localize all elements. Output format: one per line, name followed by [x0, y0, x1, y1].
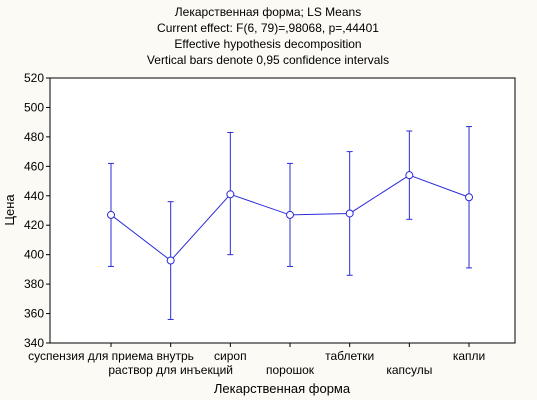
chart-title-line-2: Current effect: F(6, 79)=,98068, p=,4440… — [157, 21, 379, 35]
x-tick-label: таблетки — [325, 349, 374, 363]
y-axis: 340 360 380 400 420 440 460 480 500 520 — [24, 71, 50, 350]
y-tick-label: 380 — [24, 277, 44, 291]
data-point — [345, 209, 354, 218]
x-tick-label: капли — [453, 349, 485, 363]
y-tick-label: 360 — [24, 307, 44, 321]
data-point — [107, 210, 115, 219]
data-point — [226, 190, 235, 199]
y-tick-label: 420 — [24, 218, 44, 232]
x-axis-title: Лекарственная форма — [214, 381, 351, 396]
x-tick-label: раствор для инъекций — [108, 363, 233, 377]
data-point — [166, 256, 175, 265]
chart-title-line-4: Vertical bars denote 0,95 confidence int… — [147, 53, 389, 67]
data-point — [286, 210, 295, 219]
y-tick-label: 440 — [24, 189, 44, 203]
series-layer — [107, 126, 474, 320]
chart-title-line-1: Лекарственная форма; LS Means — [175, 5, 361, 19]
x-tick-label: капсулы — [386, 363, 432, 377]
y-tick-label: 500 — [24, 100, 44, 114]
x-tick-label: сироп — [214, 349, 247, 363]
data-point — [405, 171, 414, 180]
chart-title: Лекарственная форма; LS Means Current ef… — [147, 5, 389, 67]
y-tick-label: 400 — [24, 248, 44, 262]
y-tick-label: 460 — [24, 159, 44, 173]
y-tick-label: 480 — [24, 130, 44, 144]
y-axis-title: Цена — [2, 194, 17, 226]
plot-area — [49, 77, 516, 344]
chart-title-line-3: Effective hypothesis decomposition — [174, 37, 361, 51]
y-tick-label: 520 — [24, 71, 44, 85]
x-tick-label: суспензия для приема внутрь — [28, 349, 194, 363]
data-point — [465, 193, 474, 202]
x-tick-label: порошок — [266, 363, 315, 377]
y-tick-label: 340 — [24, 336, 44, 350]
